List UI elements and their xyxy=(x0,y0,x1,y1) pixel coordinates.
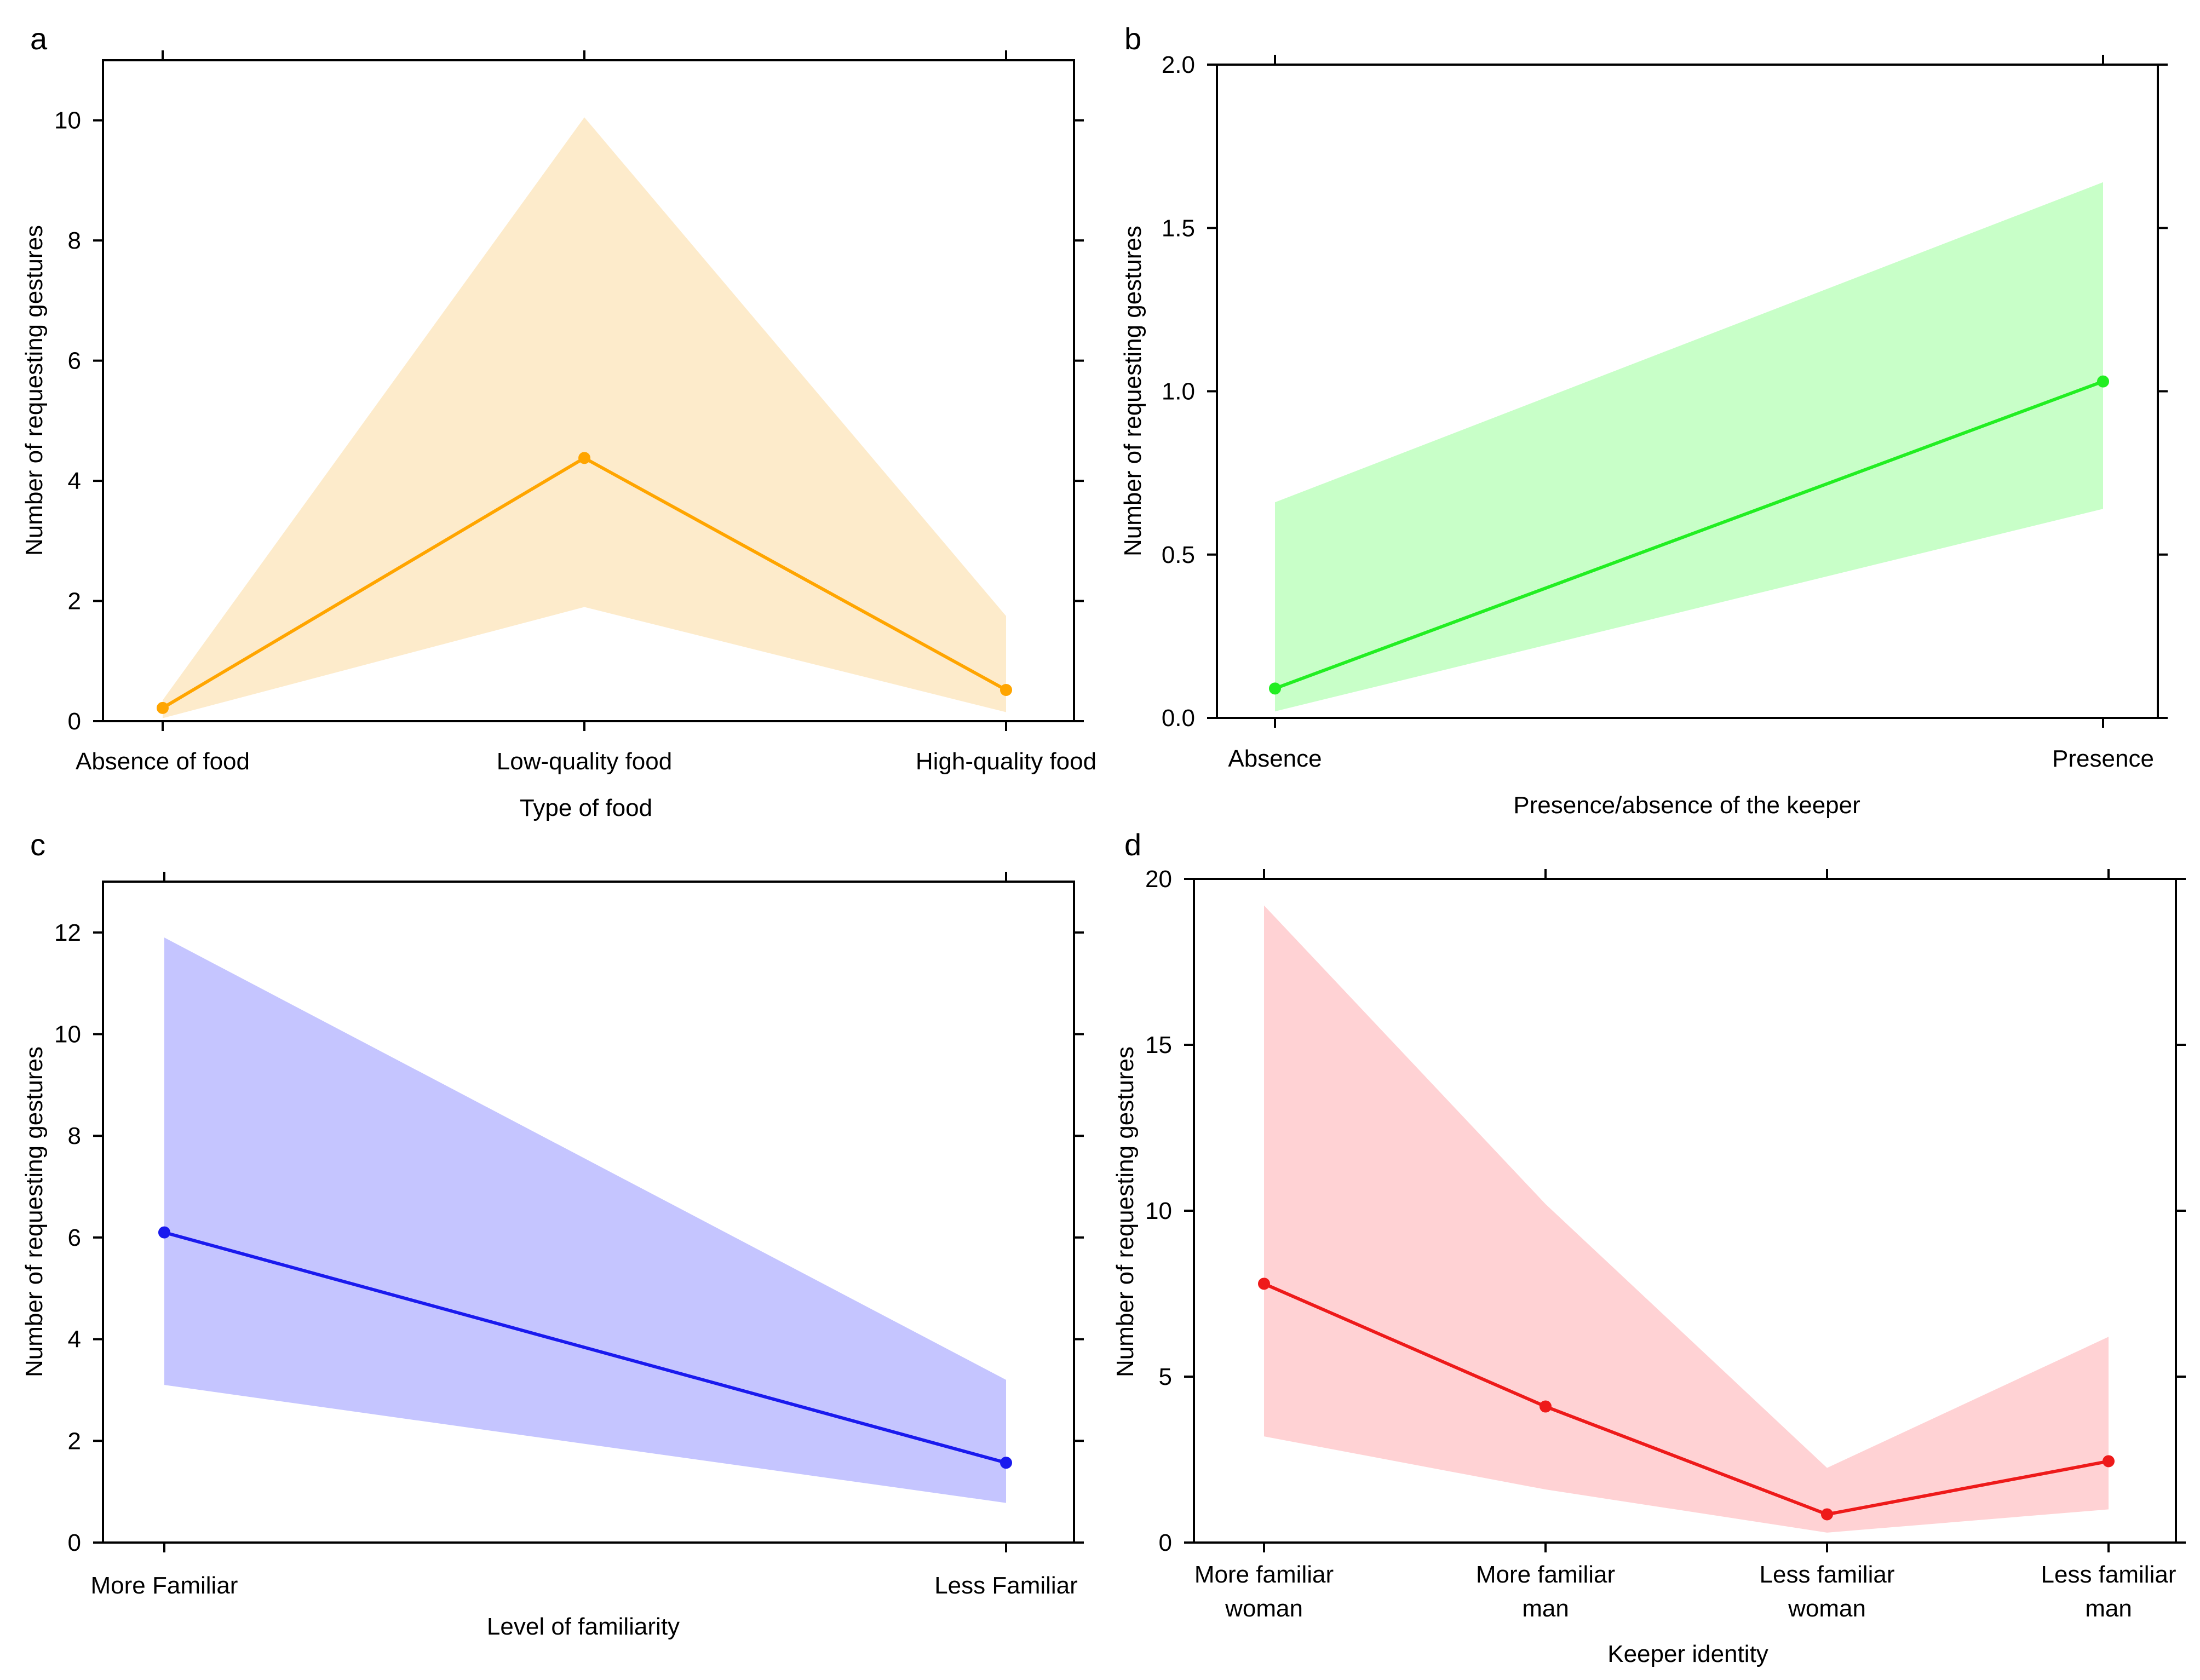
confidence-band xyxy=(163,117,1006,718)
y-axis-c: 0 2 4 6 8 10 12 xyxy=(54,919,1084,1556)
y-tick-label: 0.5 xyxy=(1162,542,1195,568)
x-tick-label: woman xyxy=(1225,1595,1303,1622)
panel-a: a 0 2 4 6 8 10 Absence of food Low-quality foo… xyxy=(21,21,1096,821)
ci-band-a xyxy=(163,117,1006,718)
y-axis-a: 0 2 4 6 8 10 xyxy=(54,107,1084,735)
panel-c: c 0 2 4 6 8 10 12 More Familiar Less Familiar L… xyxy=(21,827,1084,1640)
series-c xyxy=(158,1226,1012,1469)
y-tick-label: 15 xyxy=(1145,1032,1172,1058)
data-point-2 xyxy=(1540,1400,1552,1413)
panel-letter-d: d xyxy=(1124,827,1141,862)
y-tick-label: 10 xyxy=(54,107,81,134)
y-tick-label: 1.5 xyxy=(1162,215,1195,241)
panel-letter-c: c xyxy=(30,827,45,862)
y-tick-label: 20 xyxy=(1145,866,1172,893)
data-point-1 xyxy=(157,701,169,714)
x-tick-label: More familiar xyxy=(1476,1561,1615,1588)
x-axis-c: More Familiar Less Familiar xyxy=(91,872,1078,1599)
x-tick-label: Absence xyxy=(1228,745,1322,772)
x-axis-title-d: Keeper identity xyxy=(1607,1641,1768,1667)
x-axis-title-c: Level of familiarity xyxy=(487,1613,680,1640)
y-tick-label: 10 xyxy=(54,1021,81,1048)
x-tick-label: Absence of food xyxy=(76,748,250,775)
y-axis-title-b: Number of requesting gestures xyxy=(1119,226,1146,556)
confidence-band xyxy=(1264,905,2109,1533)
series-d xyxy=(1258,1278,2115,1521)
confidence-band xyxy=(1275,182,2103,712)
x-tick-label: woman xyxy=(1788,1595,1866,1622)
y-tick-label: 2 xyxy=(68,1428,81,1454)
y-tick-label: 1.0 xyxy=(1162,378,1195,405)
x-axis-b: Absence Presence xyxy=(1228,55,2154,772)
plot-frame-c xyxy=(102,881,1075,1544)
ci-band-c xyxy=(164,937,1006,1503)
y-tick-label: 4 xyxy=(68,468,81,494)
data-point-3 xyxy=(1821,1508,1833,1521)
x-tick-label: More familiar xyxy=(1194,1561,1334,1588)
x-tick-label: Low-quality food xyxy=(497,748,672,775)
y-tick-label: 0 xyxy=(68,708,81,735)
ci-band-b xyxy=(1275,182,2103,712)
confidence-band xyxy=(164,937,1006,1503)
data-point-2 xyxy=(578,452,590,464)
x-tick-label: High-quality food xyxy=(916,748,1096,775)
x-axis-a: Absence of food Low-quality food High-qual… xyxy=(76,50,1096,775)
panel-b: b 0.0 0.5 1.0 1.5 2.0 Absence Presence Presen… xyxy=(1119,21,2168,819)
y-tick-label: 12 xyxy=(54,919,81,946)
x-axis-title-b: Presence/absence of the keeper xyxy=(1513,792,1860,819)
y-tick-label: 2.0 xyxy=(1162,51,1195,78)
data-point-1 xyxy=(1269,682,1281,695)
y-tick-label: 0 xyxy=(68,1529,81,1556)
x-tick-label: More Familiar xyxy=(91,1572,238,1599)
data-point-3 xyxy=(1000,683,1012,696)
ci-band-d xyxy=(1264,905,2109,1533)
y-tick-label: 2 xyxy=(68,588,81,615)
y-tick-label: 6 xyxy=(68,348,81,375)
y-tick-label: 8 xyxy=(68,227,81,254)
x-tick-label: man xyxy=(1522,1595,1569,1622)
x-tick-label: man xyxy=(2085,1595,2132,1622)
series-a xyxy=(157,452,1012,714)
data-point-4 xyxy=(2103,1455,2115,1468)
y-tick-label: 8 xyxy=(68,1123,81,1149)
series-line xyxy=(1274,379,2104,691)
data-point-1 xyxy=(158,1226,170,1239)
x-axis-d: More familiar woman More familiar man Less f… xyxy=(1194,869,2176,1622)
series-line xyxy=(1263,1282,2109,1516)
data-point-2 xyxy=(1000,1457,1012,1469)
data-point-1 xyxy=(1258,1278,1270,1290)
plot-frame-a xyxy=(102,59,1075,722)
panel-letter-a: a xyxy=(30,21,48,56)
x-axis-title-a: Type of food xyxy=(520,795,652,821)
x-tick-label: Less familiar xyxy=(2041,1561,2176,1588)
data-point-2 xyxy=(2097,375,2109,388)
series-line xyxy=(164,1230,1007,1465)
y-axis-b: 0.0 0.5 1.0 1.5 2.0 xyxy=(1162,51,2168,732)
y-axis-title-d: Number of requesting gestures xyxy=(1112,1046,1139,1377)
panel-letter-b: b xyxy=(1124,21,1141,56)
y-tick-label: 10 xyxy=(1145,1198,1172,1224)
x-tick-label: Less Familiar xyxy=(934,1572,1078,1599)
series-b xyxy=(1269,375,2109,695)
y-tick-label: 0.0 xyxy=(1162,705,1195,732)
x-tick-label: Presence xyxy=(2052,745,2154,772)
y-axis-title-a: Number of requesting gestures xyxy=(21,225,48,556)
y-tick-label: 6 xyxy=(68,1224,81,1251)
y-tick-label: 0 xyxy=(1159,1529,1172,1556)
y-tick-label: 4 xyxy=(68,1326,81,1353)
y-axis-title-c: Number of requesting gestures xyxy=(21,1046,48,1377)
y-tick-label: 5 xyxy=(1159,1363,1172,1390)
x-tick-label: Less familiar xyxy=(1760,1561,1895,1588)
y-axis-d: 0 5 10 15 20 xyxy=(1145,866,2186,1556)
